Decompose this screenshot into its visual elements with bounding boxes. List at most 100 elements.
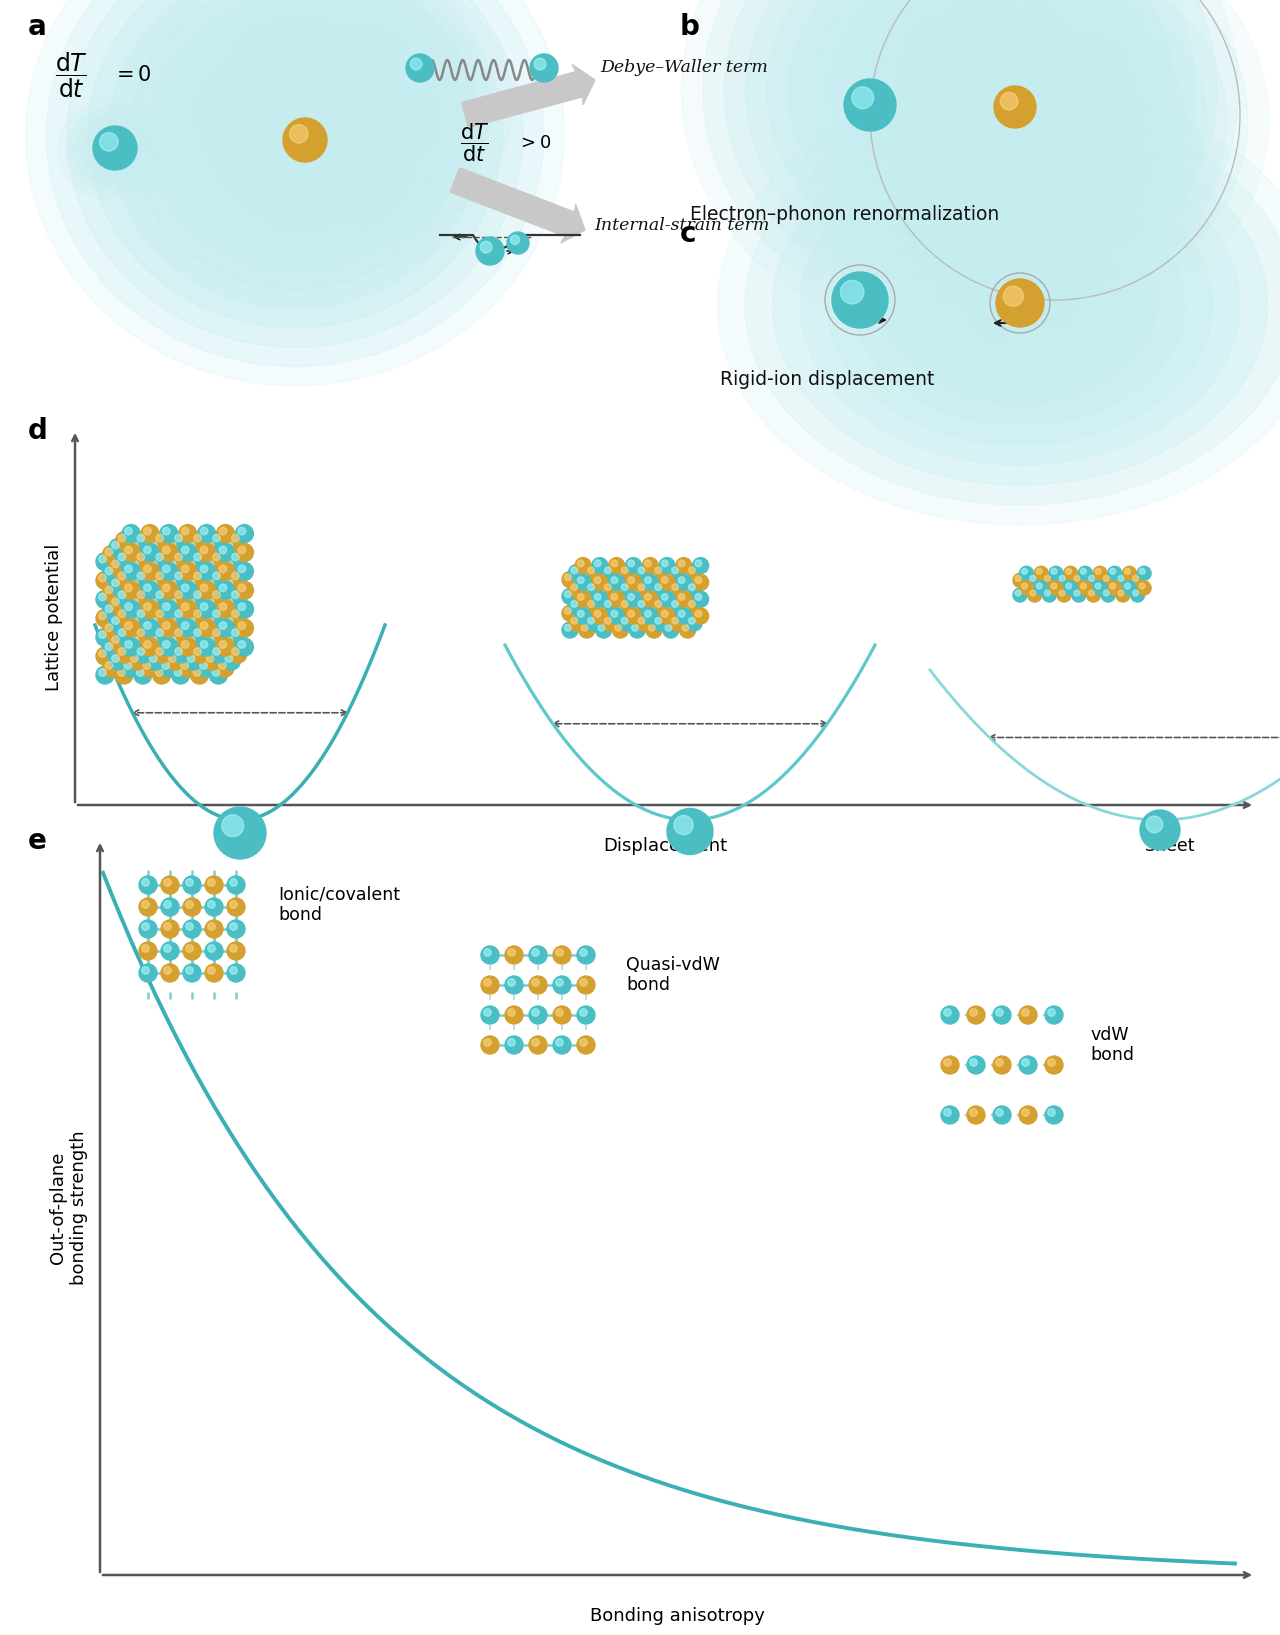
- Circle shape: [134, 553, 152, 571]
- Circle shape: [161, 548, 169, 556]
- Circle shape: [191, 628, 209, 646]
- Circle shape: [229, 966, 237, 974]
- Circle shape: [1028, 574, 1042, 587]
- Circle shape: [678, 610, 685, 616]
- Circle shape: [96, 553, 114, 571]
- Circle shape: [111, 636, 119, 643]
- Circle shape: [223, 538, 241, 556]
- Circle shape: [594, 577, 600, 584]
- Text: $\dfrac{\mathrm{d}T}{\mathrm{d}t}$: $\dfrac{\mathrm{d}T}{\mathrm{d}t}$: [55, 51, 88, 100]
- Circle shape: [200, 585, 207, 594]
- Circle shape: [585, 598, 602, 615]
- Circle shape: [150, 561, 157, 567]
- Circle shape: [626, 608, 641, 625]
- Circle shape: [680, 572, 695, 587]
- Circle shape: [118, 574, 125, 582]
- Circle shape: [159, 564, 177, 582]
- Text: Lattice potential: Lattice potential: [45, 544, 63, 692]
- Circle shape: [1044, 590, 1051, 597]
- Circle shape: [124, 603, 132, 610]
- Circle shape: [219, 621, 227, 629]
- Circle shape: [184, 538, 202, 556]
- Circle shape: [124, 662, 132, 669]
- Circle shape: [236, 543, 253, 561]
- Circle shape: [164, 966, 172, 974]
- Circle shape: [631, 625, 639, 631]
- Circle shape: [1125, 569, 1130, 574]
- Circle shape: [612, 589, 628, 605]
- Circle shape: [197, 659, 215, 677]
- Circle shape: [1130, 574, 1144, 587]
- Circle shape: [1044, 1056, 1062, 1074]
- Circle shape: [197, 582, 215, 600]
- Ellipse shape: [106, 142, 123, 157]
- Text: d: d: [28, 417, 47, 445]
- Circle shape: [682, 608, 689, 615]
- Circle shape: [102, 546, 120, 564]
- Circle shape: [122, 582, 140, 600]
- Circle shape: [663, 589, 678, 605]
- Circle shape: [118, 631, 125, 638]
- Circle shape: [210, 610, 228, 628]
- Circle shape: [197, 584, 215, 602]
- Circle shape: [506, 947, 524, 965]
- Circle shape: [666, 608, 672, 615]
- Circle shape: [141, 659, 159, 677]
- Circle shape: [579, 589, 595, 605]
- Circle shape: [672, 618, 678, 625]
- Circle shape: [204, 595, 221, 613]
- Circle shape: [579, 605, 595, 621]
- Circle shape: [669, 582, 685, 597]
- Circle shape: [680, 621, 695, 638]
- Circle shape: [115, 531, 133, 549]
- Circle shape: [105, 625, 113, 631]
- Circle shape: [161, 965, 179, 983]
- Circle shape: [223, 558, 241, 576]
- Circle shape: [970, 1059, 977, 1066]
- Circle shape: [575, 592, 591, 607]
- Circle shape: [102, 621, 120, 639]
- Circle shape: [191, 551, 209, 569]
- Circle shape: [207, 901, 215, 909]
- Circle shape: [143, 643, 151, 651]
- Circle shape: [174, 649, 182, 657]
- Circle shape: [238, 641, 246, 647]
- Circle shape: [564, 590, 571, 597]
- Circle shape: [223, 633, 241, 651]
- Circle shape: [645, 561, 652, 567]
- Circle shape: [200, 641, 207, 647]
- Circle shape: [143, 585, 151, 594]
- Circle shape: [212, 553, 220, 561]
- Circle shape: [137, 572, 145, 580]
- Circle shape: [205, 898, 223, 916]
- Circle shape: [1137, 566, 1151, 580]
- Circle shape: [229, 644, 247, 664]
- Circle shape: [152, 647, 170, 665]
- Circle shape: [219, 641, 227, 647]
- Circle shape: [160, 600, 178, 618]
- Circle shape: [102, 659, 120, 677]
- Ellipse shape: [253, 96, 337, 173]
- Circle shape: [147, 633, 165, 651]
- Circle shape: [996, 280, 1044, 327]
- Circle shape: [621, 600, 628, 607]
- Circle shape: [643, 574, 658, 590]
- Circle shape: [636, 615, 652, 631]
- Circle shape: [172, 590, 189, 608]
- Circle shape: [621, 567, 628, 574]
- Circle shape: [122, 543, 140, 561]
- Circle shape: [193, 594, 201, 600]
- Circle shape: [1096, 569, 1101, 574]
- Circle shape: [1078, 566, 1092, 580]
- Circle shape: [662, 610, 668, 616]
- Circle shape: [689, 600, 695, 607]
- Circle shape: [122, 659, 140, 677]
- Circle shape: [1042, 589, 1056, 602]
- Circle shape: [221, 814, 243, 837]
- Circle shape: [571, 618, 577, 625]
- Circle shape: [591, 558, 608, 574]
- Circle shape: [159, 659, 177, 677]
- Ellipse shape: [800, 146, 1240, 464]
- Circle shape: [122, 620, 140, 638]
- Circle shape: [180, 567, 188, 576]
